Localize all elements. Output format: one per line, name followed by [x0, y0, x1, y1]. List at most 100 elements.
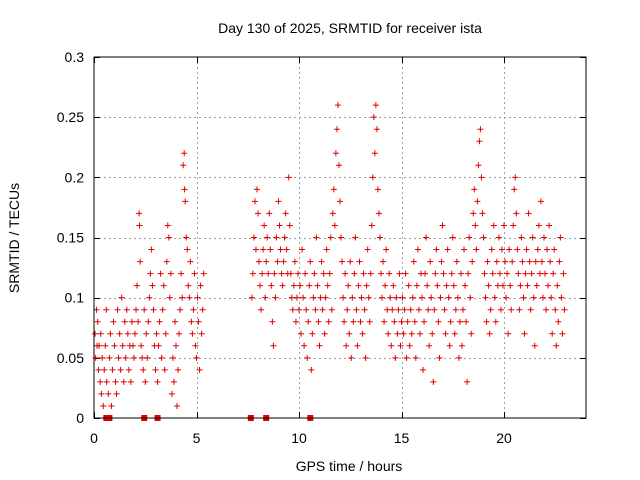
data-point — [95, 366, 102, 373]
data-point — [248, 294, 255, 301]
data-point — [190, 306, 197, 313]
data-point — [497, 306, 504, 313]
data-point — [545, 282, 552, 289]
data-point — [396, 270, 403, 277]
data-point — [517, 282, 524, 289]
data-point — [371, 150, 378, 157]
data-point — [451, 330, 458, 337]
data-point — [352, 234, 359, 241]
data-point — [192, 342, 199, 349]
data-point — [315, 318, 322, 325]
data-point — [123, 306, 130, 313]
data-point — [346, 330, 353, 337]
data-point — [510, 222, 517, 229]
data-point — [472, 222, 479, 229]
data-point — [347, 258, 354, 265]
data-point — [180, 162, 187, 169]
data-point — [523, 246, 530, 253]
data-point — [469, 258, 476, 265]
data-point — [275, 198, 282, 205]
data-point — [103, 306, 110, 313]
data-point — [173, 342, 179, 349]
data-point — [178, 270, 185, 277]
data-point — [98, 390, 105, 397]
data-point — [94, 318, 101, 325]
data-point — [140, 366, 147, 373]
data-point — [419, 294, 425, 301]
data-point — [505, 330, 512, 337]
data-point — [311, 270, 318, 277]
data-point — [337, 198, 343, 205]
data-point — [345, 282, 352, 289]
data-point — [153, 330, 160, 337]
data-point — [460, 306, 466, 313]
data-point — [266, 210, 273, 217]
data-point — [380, 258, 387, 265]
data-point — [307, 258, 314, 265]
data-point — [196, 366, 203, 373]
y-tick-label: 0.3 — [65, 49, 85, 65]
data-point — [257, 282, 264, 289]
data-point — [468, 330, 475, 337]
data-point — [499, 282, 506, 289]
data-point — [137, 258, 144, 265]
data-point — [259, 270, 266, 277]
data-point — [109, 366, 116, 373]
data-point — [533, 282, 540, 289]
data-point — [323, 246, 330, 253]
data-point — [546, 222, 553, 229]
data-point — [299, 246, 306, 253]
data-point — [145, 318, 152, 325]
data-point — [115, 354, 122, 361]
data-point — [116, 330, 123, 337]
data-point — [351, 270, 358, 277]
data-point — [324, 282, 331, 289]
data-point — [426, 342, 433, 349]
data-point — [450, 282, 457, 289]
data-point — [485, 282, 492, 289]
data-point — [157, 270, 164, 277]
data-point — [193, 354, 200, 361]
data-point — [428, 294, 435, 301]
data-point — [540, 234, 547, 241]
data-point — [501, 222, 507, 229]
data-point — [461, 246, 468, 253]
data-point — [294, 270, 301, 277]
data-point — [119, 342, 126, 349]
data-point — [356, 258, 363, 265]
y-axis-label: SRMTID / TECUs — [6, 183, 22, 293]
x-tick-label: 10 — [291, 430, 307, 446]
data-point — [100, 402, 107, 409]
data-point — [447, 318, 454, 325]
data-point — [355, 282, 362, 289]
data-point — [535, 222, 542, 229]
data-point — [455, 354, 462, 361]
data-point — [188, 318, 195, 325]
data-point — [318, 258, 325, 265]
data-point — [263, 258, 270, 265]
data-point — [528, 270, 535, 277]
data-point — [359, 330, 366, 337]
data-point — [463, 318, 470, 325]
data-point — [560, 270, 567, 277]
tick-labels: 0 0.05 0.1 0.15 0.2 0.25 0.3 0 5 10 15 20 — [57, 49, 512, 446]
data-point — [308, 366, 315, 373]
data-point — [423, 234, 430, 241]
data-point — [464, 378, 471, 385]
data-point — [551, 246, 558, 253]
data-point — [456, 318, 463, 325]
data-point — [494, 282, 501, 289]
data-point — [177, 306, 184, 313]
data-point — [342, 270, 349, 277]
data-point — [378, 270, 384, 277]
data-point — [349, 294, 356, 301]
x-tick-label: 20 — [496, 430, 512, 446]
data-point — [166, 294, 173, 301]
data-point — [338, 234, 345, 241]
data-point — [486, 330, 493, 337]
data-point — [343, 342, 350, 349]
data-point — [301, 342, 308, 349]
data-point — [269, 318, 276, 325]
data-point — [453, 258, 460, 265]
data-point — [452, 306, 459, 313]
